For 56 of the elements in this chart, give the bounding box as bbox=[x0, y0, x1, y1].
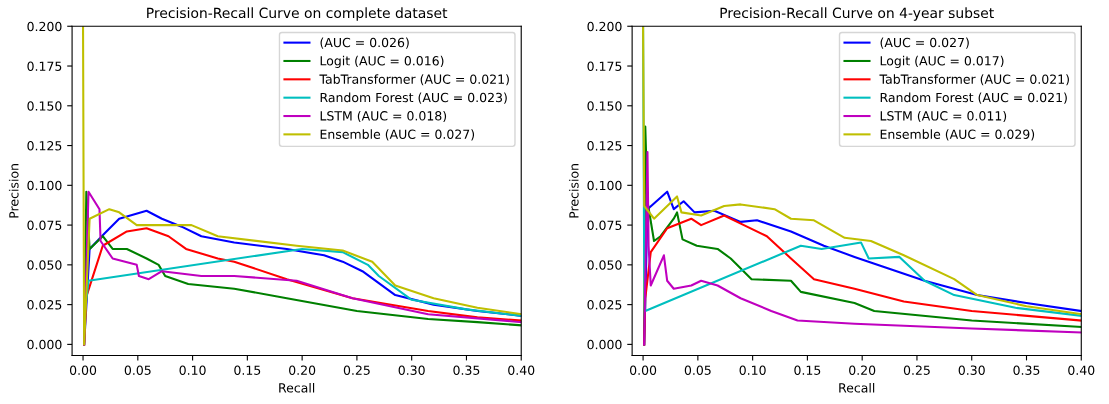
x-tick-label: 0.30 bbox=[398, 365, 425, 375]
y-tick-label: 0.200 bbox=[587, 21, 622, 32]
chart-title: Precision-Recall Curve on 4-year subset bbox=[720, 7, 994, 21]
y-tick-label: 0.175 bbox=[27, 61, 62, 71]
legend-label: TabTransformer (AUC = 0.021) bbox=[319, 74, 509, 86]
x-tick-label: 0.25 bbox=[903, 365, 930, 375]
y-tick-label: 0.150 bbox=[587, 101, 622, 111]
legend-label: LSTM (AUC = 0.018) bbox=[320, 110, 447, 123]
x-tick-label: 0.35 bbox=[1013, 365, 1040, 375]
legend-label: Random Forest (AUC = 0.023) bbox=[320, 92, 507, 104]
x-tick-label: 0.20 bbox=[849, 365, 876, 375]
x-axis-title: Recall bbox=[839, 382, 875, 393]
legend-label: TabTransformer (AUC = 0.021) bbox=[879, 74, 1069, 86]
line-series bbox=[84, 247, 522, 317]
y-tick-label: 0.125 bbox=[587, 141, 622, 151]
x-tick-label: 0.05 bbox=[124, 365, 151, 375]
y-tick-label: 0.050 bbox=[27, 260, 62, 270]
y-tick-label: 0.000 bbox=[587, 339, 622, 350]
x-tick-label: 0.40 bbox=[508, 365, 535, 375]
y-tick-label: 0.125 bbox=[27, 141, 62, 151]
legend-label: Ensemble (AUC = 0.029) bbox=[880, 129, 1035, 141]
y-tick-label: 0.050 bbox=[587, 260, 622, 270]
y-tick-label: 0.000 bbox=[27, 339, 62, 350]
x-tick-label: 0.20 bbox=[289, 365, 316, 375]
legend-label: Ensemble (AUC = 0.027) bbox=[320, 129, 475, 141]
x-tick-label: 0.00 bbox=[69, 365, 97, 375]
y-tick-label: 0.075 bbox=[587, 220, 622, 231]
y-tick-label: 0.175 bbox=[587, 61, 622, 71]
y-tick-label: 0.200 bbox=[27, 21, 62, 32]
x-tick-label: 0.40 bbox=[1068, 365, 1095, 375]
x-tick-label: 0.10 bbox=[739, 365, 766, 375]
y-tick-label: 0.025 bbox=[587, 300, 622, 310]
x-tick-label: 0.25 bbox=[343, 365, 370, 375]
line-series bbox=[82, 26, 522, 346]
y-tick-label: 0.075 bbox=[27, 220, 62, 231]
y-tick-label: 0.150 bbox=[27, 101, 62, 111]
x-tick-label: 0.00 bbox=[629, 365, 657, 375]
x-axis-title: Recall bbox=[279, 382, 315, 393]
legend-label: (AUC = 0.027) bbox=[880, 37, 969, 49]
chart-title: Precision-Recall Curve on complete dataset bbox=[147, 7, 448, 21]
legend-label: (AUC = 0.026) bbox=[320, 37, 409, 49]
y-tick-label: 0.025 bbox=[27, 300, 62, 310]
legend-label: LSTM (AUC = 0.011) bbox=[880, 110, 1007, 123]
x-tick-label: 0.15 bbox=[794, 365, 821, 375]
legend-label: Random Forest (AUC = 0.021) bbox=[880, 92, 1067, 104]
x-tick-label: 0.15 bbox=[234, 365, 261, 375]
x-tick-label: 0.10 bbox=[179, 365, 206, 375]
legend-label: Logit (AUC = 0.016) bbox=[320, 55, 444, 68]
y-tick-label: 0.100 bbox=[27, 180, 62, 191]
x-tick-label: 0.05 bbox=[684, 365, 711, 375]
x-tick-label: 0.35 bbox=[453, 365, 480, 375]
x-tick-label: 0.30 bbox=[958, 365, 985, 375]
y-axis-title: Precision bbox=[568, 164, 579, 218]
y-tick-label: 0.100 bbox=[587, 180, 622, 191]
legend-label: Logit (AUC = 0.017) bbox=[880, 55, 1004, 68]
y-axis-title: Precision bbox=[8, 164, 19, 218]
